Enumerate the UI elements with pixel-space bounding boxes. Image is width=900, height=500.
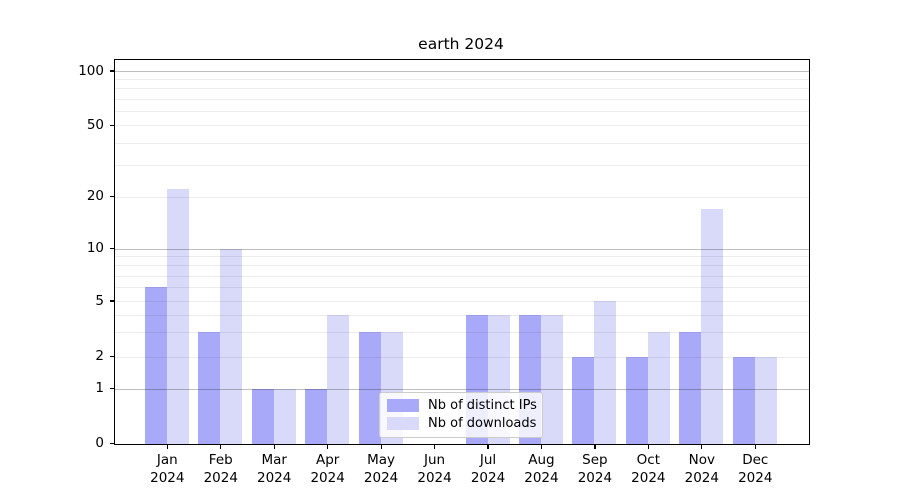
x-tick-label-may: May 2024	[363, 452, 399, 486]
y-tick-1	[109, 387, 114, 390]
minor-gridline-7	[115, 275, 809, 277]
minor-gridline-2	[115, 356, 809, 358]
x-tick-label-jul: Jul 2024	[470, 452, 506, 486]
legend-swatch-downloads	[387, 417, 419, 430]
y-tick-100	[109, 70, 114, 72]
y-tick-label-5: 5	[95, 292, 104, 309]
minor-gridline-4	[115, 314, 809, 316]
bar-downloads-dec	[754, 356, 777, 444]
y-tick-label-20: 20	[86, 188, 104, 204]
legend-entry-distinct-ips: Nb of distinct IPs	[387, 397, 537, 413]
bar-distinct-ips-sep	[572, 356, 595, 444]
y-tick-10	[109, 247, 114, 250]
minor-gridline-80	[115, 88, 809, 90]
y-tick-20	[109, 195, 114, 198]
bar-downloads-sep	[594, 301, 617, 444]
y-tick-2	[109, 356, 114, 358]
x-tick-label-apr: Apr 2024	[310, 452, 345, 486]
major-gridline-10	[115, 248, 809, 250]
minor-gridline-6	[115, 287, 809, 289]
minor-gridline-70	[115, 98, 809, 100]
bar-downloads-nov	[701, 208, 724, 444]
bar-distinct-ips-mar	[251, 388, 274, 444]
x-tick-label-oct: Oct 2024	[631, 452, 666, 486]
major-gridline-1	[115, 388, 809, 390]
minor-gridline-30	[115, 164, 809, 166]
x-tick-may	[380, 444, 382, 450]
x-tick-oct	[647, 444, 650, 450]
minor-gridline-5	[115, 301, 809, 302]
y-tick-label-1: 1	[95, 380, 104, 396]
x-tick-aug	[540, 444, 543, 450]
y-tick-label-100: 100	[78, 62, 104, 79]
bar-downloads-apr	[327, 314, 350, 444]
bar-downloads-aug	[540, 314, 563, 444]
legend-label-distinct-ips: Nb of distinct IPs	[428, 397, 537, 413]
legend: Nb of distinct IPs Nb of downloads	[379, 391, 543, 438]
x-tick-sep	[594, 444, 596, 450]
legend-swatch-distinct-ips	[387, 399, 419, 412]
minor-gridline-9	[115, 256, 809, 258]
x-tick-label-jun: Jun 2024	[417, 452, 452, 486]
bar-distinct-ips-oct	[625, 356, 648, 444]
bar-downloads-jan	[166, 189, 189, 444]
y-tick-0	[109, 443, 114, 445]
legend-label-downloads: Nb of downloads	[428, 415, 537, 431]
bar-downloads-mar	[273, 388, 296, 444]
bar-distinct-ips-may	[358, 332, 381, 444]
minor-gridline-40	[115, 142, 809, 144]
chart-title: earth 2024	[418, 35, 504, 53]
bar-distinct-ips-dec	[732, 356, 755, 444]
y-tick-50	[109, 124, 114, 126]
bar-downloads-feb	[220, 248, 243, 444]
x-tick-label-nov: Nov 2024	[684, 452, 719, 486]
minor-gridline-8	[115, 265, 809, 267]
x-tick-nov	[701, 444, 703, 450]
minor-gridline-20	[115, 196, 809, 198]
bar-distinct-ips-feb	[198, 332, 221, 444]
bar-distinct-ips-nov	[679, 332, 702, 444]
minor-gridline-90	[115, 79, 809, 81]
bar-downloads-oct	[647, 332, 670, 444]
x-tick-jul	[487, 444, 489, 450]
bar-distinct-ips-jan	[144, 287, 167, 444]
y-tick-label-2: 2	[95, 348, 104, 365]
y-tick-label-0: 0	[95, 435, 104, 452]
x-tick-label-sep: Sep 2024	[577, 452, 613, 486]
y-tick-5	[109, 300, 114, 302]
y-tick-label-10: 10	[86, 240, 104, 256]
x-tick-jan	[166, 444, 168, 450]
x-tick-feb	[220, 444, 222, 450]
x-tick-label-aug: Aug 2024	[524, 452, 559, 486]
minor-gridline-50	[115, 125, 809, 127]
x-tick-mar	[273, 444, 275, 450]
x-tick-dec	[754, 444, 756, 450]
x-tick-jun	[433, 444, 436, 450]
x-tick-label-feb: Feb 2024	[203, 452, 238, 486]
minor-gridline-60	[115, 111, 809, 113]
x-tick-label-mar: Mar 2024	[257, 452, 292, 486]
legend-entry-downloads: Nb of downloads	[387, 415, 537, 431]
y-tick-label-50: 50	[86, 116, 104, 133]
major-gridline-100	[115, 71, 809, 72]
x-tick-label-dec: Dec 2024	[738, 452, 773, 486]
bar-distinct-ips-apr	[305, 388, 328, 444]
x-tick-apr	[327, 444, 329, 450]
minor-gridline-3	[115, 332, 809, 334]
x-tick-label-jan: Jan 2024	[150, 452, 185, 486]
